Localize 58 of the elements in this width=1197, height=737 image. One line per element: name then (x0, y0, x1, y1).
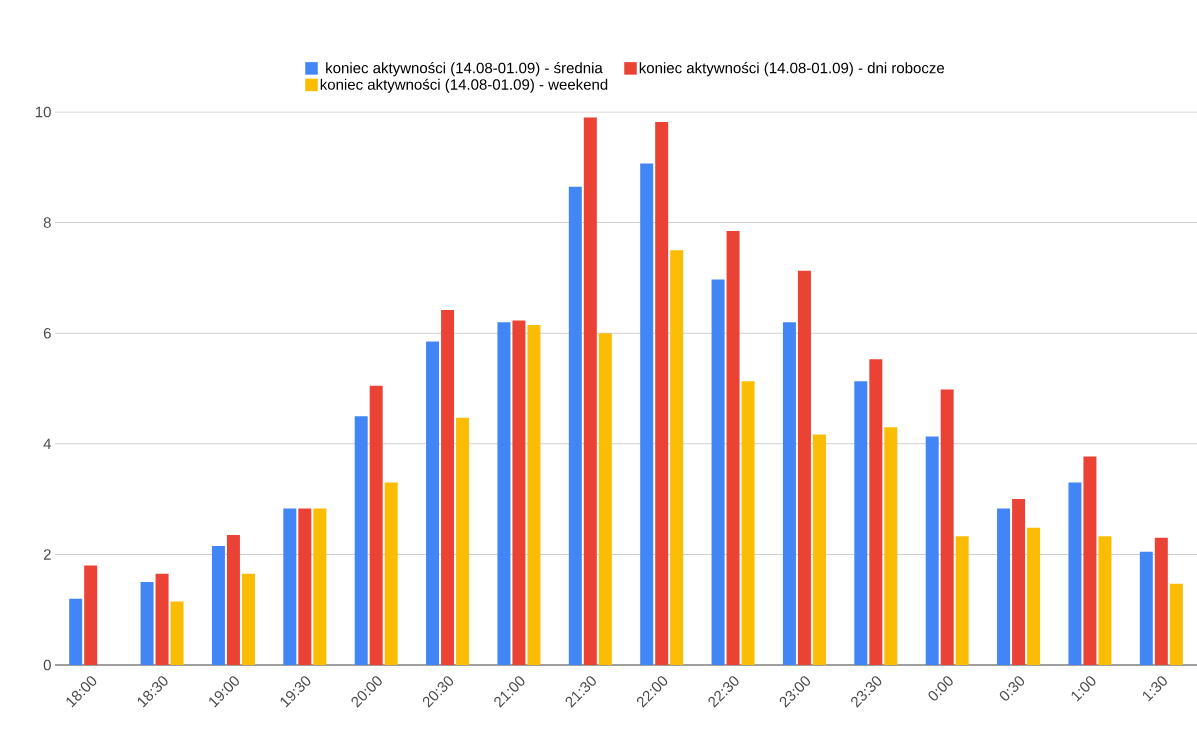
bar (940, 389, 954, 665)
bar (1098, 536, 1112, 665)
bar (1012, 499, 1026, 665)
y-tick-label: 4 (43, 438, 52, 449)
bar (170, 601, 184, 665)
y-tick-label: 2 (43, 549, 51, 560)
bar (955, 536, 969, 665)
bar (997, 508, 1011, 665)
bar (384, 482, 398, 665)
bar (313, 508, 327, 665)
bar (670, 250, 684, 665)
bar (1154, 537, 1168, 665)
x-tick-label: 0:30 (999, 676, 1025, 701)
bar (711, 279, 725, 665)
bar (211, 546, 225, 665)
bar (854, 381, 868, 665)
bar (140, 582, 154, 665)
bar (869, 359, 883, 665)
bar (925, 436, 939, 665)
y-tick-label: 8 (43, 217, 51, 228)
bar (441, 309, 455, 665)
bar (512, 320, 526, 665)
bar (583, 117, 597, 665)
bar (1027, 527, 1041, 665)
bar (1083, 456, 1097, 665)
bar (354, 416, 368, 665)
bar (640, 163, 654, 665)
bar (426, 341, 440, 665)
bar (726, 230, 740, 665)
bar (884, 427, 898, 665)
x-tick-label: 0:00 (928, 676, 953, 701)
y-tick-label: 0 (43, 659, 51, 671)
bar (1169, 583, 1183, 665)
bar (797, 270, 811, 665)
bar (456, 417, 470, 665)
bar (298, 508, 312, 665)
bar (155, 573, 169, 665)
y-tick-label: 10 (35, 106, 51, 118)
bar (84, 565, 98, 665)
bar (497, 322, 511, 665)
legend-label: koniec aktywności (14.08-01.09) - dni robocze (639, 62, 945, 77)
bar (527, 324, 541, 665)
legend-label: koniec aktywności (14.08-01.09) - weekend (320, 78, 608, 93)
bar (598, 333, 612, 665)
bar (369, 385, 383, 665)
bar (782, 322, 796, 665)
legend-label: koniec aktywności (14.08-01.09) - średnia (326, 62, 603, 77)
bar (1139, 551, 1153, 665)
bar (283, 508, 297, 665)
bar (1068, 482, 1082, 665)
bar (741, 381, 755, 665)
bar (241, 573, 255, 665)
bar (568, 186, 582, 665)
bar (69, 598, 83, 665)
bar (655, 121, 669, 665)
bar (812, 434, 826, 665)
y-tick-label: 6 (43, 327, 51, 339)
bar (226, 535, 240, 665)
